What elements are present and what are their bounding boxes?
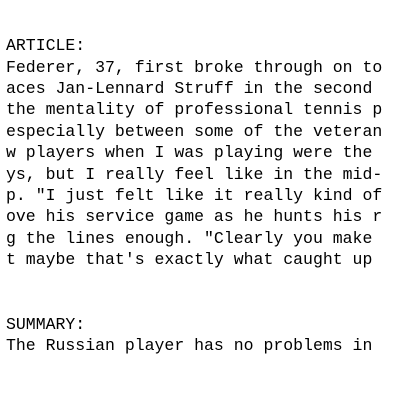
article-line: ys, but I really feel like in the mid-: [6, 164, 383, 184]
summary-heading: SUMMARY:: [6, 314, 86, 334]
article-line: t maybe that's exactly what caught up: [6, 250, 373, 270]
article-line: p. "I just felt like it really kind of: [6, 186, 383, 206]
article-line: especially between some of the veteran: [6, 121, 383, 141]
summary: SUMMARY: The Russian player has no probl…: [6, 314, 400, 357]
article-line: ove his service game as he hunts his r: [6, 207, 383, 227]
article-heading: ARTICLE:: [6, 36, 86, 56]
article-line: aces Jan-Lennard Struff in the second: [6, 79, 373, 99]
article-line: Federer, 37, first broke through on to: [6, 57, 383, 77]
article-line: the mentality of professional tennis p: [6, 100, 383, 120]
article-line: g the lines enough. "Clearly you make: [6, 228, 373, 248]
summary-line: The Russian player has no problems in: [6, 335, 373, 355]
article: ARTICLE: Federer, 37, first broke throug…: [6, 35, 400, 270]
article-line: w players when I was playing were the: [6, 143, 373, 163]
